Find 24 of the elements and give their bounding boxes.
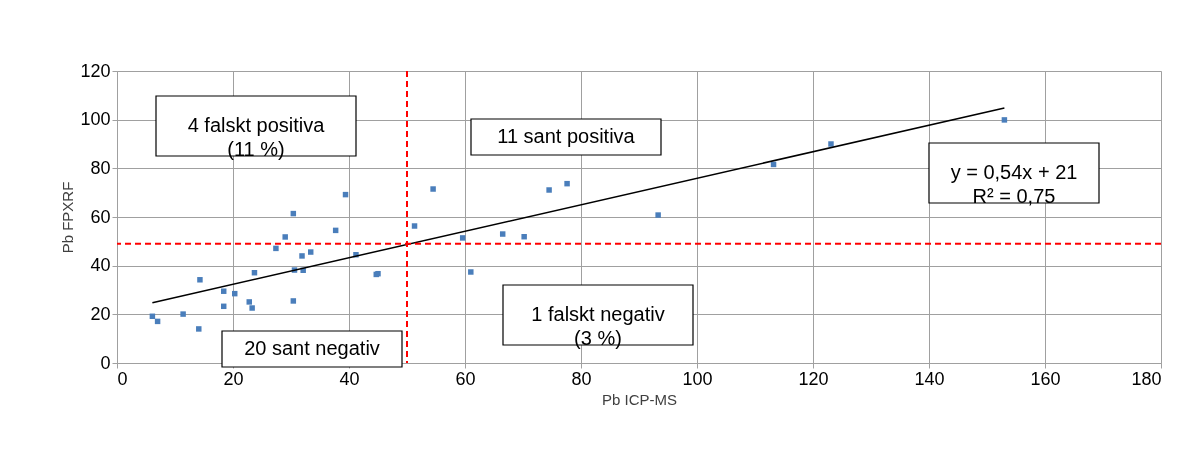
annotation: 1 falskt negativ (3 %)	[531, 303, 665, 349]
y-tick-label: 20	[90, 303, 111, 324]
x-tick-label: 160	[1030, 368, 1061, 389]
y-tick-label: 100	[80, 109, 111, 130]
x-tick-label: 80	[571, 368, 592, 389]
x-tick-label: 100	[682, 368, 713, 389]
x-axis-title: Pb ICP-MS	[601, 390, 678, 408]
annotation: y = 0,54x + 21 R² = 0,75	[950, 161, 1078, 207]
y-tick-label: 120	[80, 60, 111, 81]
x-tick-label: 20	[223, 368, 244, 389]
x-tick-label: 0	[117, 368, 128, 389]
x-tick-label: 60	[455, 368, 476, 389]
x-tick-label: 140	[914, 368, 945, 389]
y-tick-label: 0	[100, 352, 111, 373]
y-axis-title: Pb FPXRF	[59, 181, 77, 254]
annotation: 11 sant positiva	[497, 125, 636, 147]
annotation: 20 sant negativ	[244, 337, 380, 359]
x-tick-label: 180	[1131, 368, 1162, 389]
x-tick-label: 40	[339, 368, 360, 389]
y-tick-label: 80	[90, 157, 111, 178]
y-tick-label: 40	[90, 255, 111, 276]
y-tick-label: 60	[90, 206, 111, 227]
x-tick-label: 120	[798, 368, 829, 389]
annotation: 4 falskt positiva (11 %)	[187, 114, 326, 160]
